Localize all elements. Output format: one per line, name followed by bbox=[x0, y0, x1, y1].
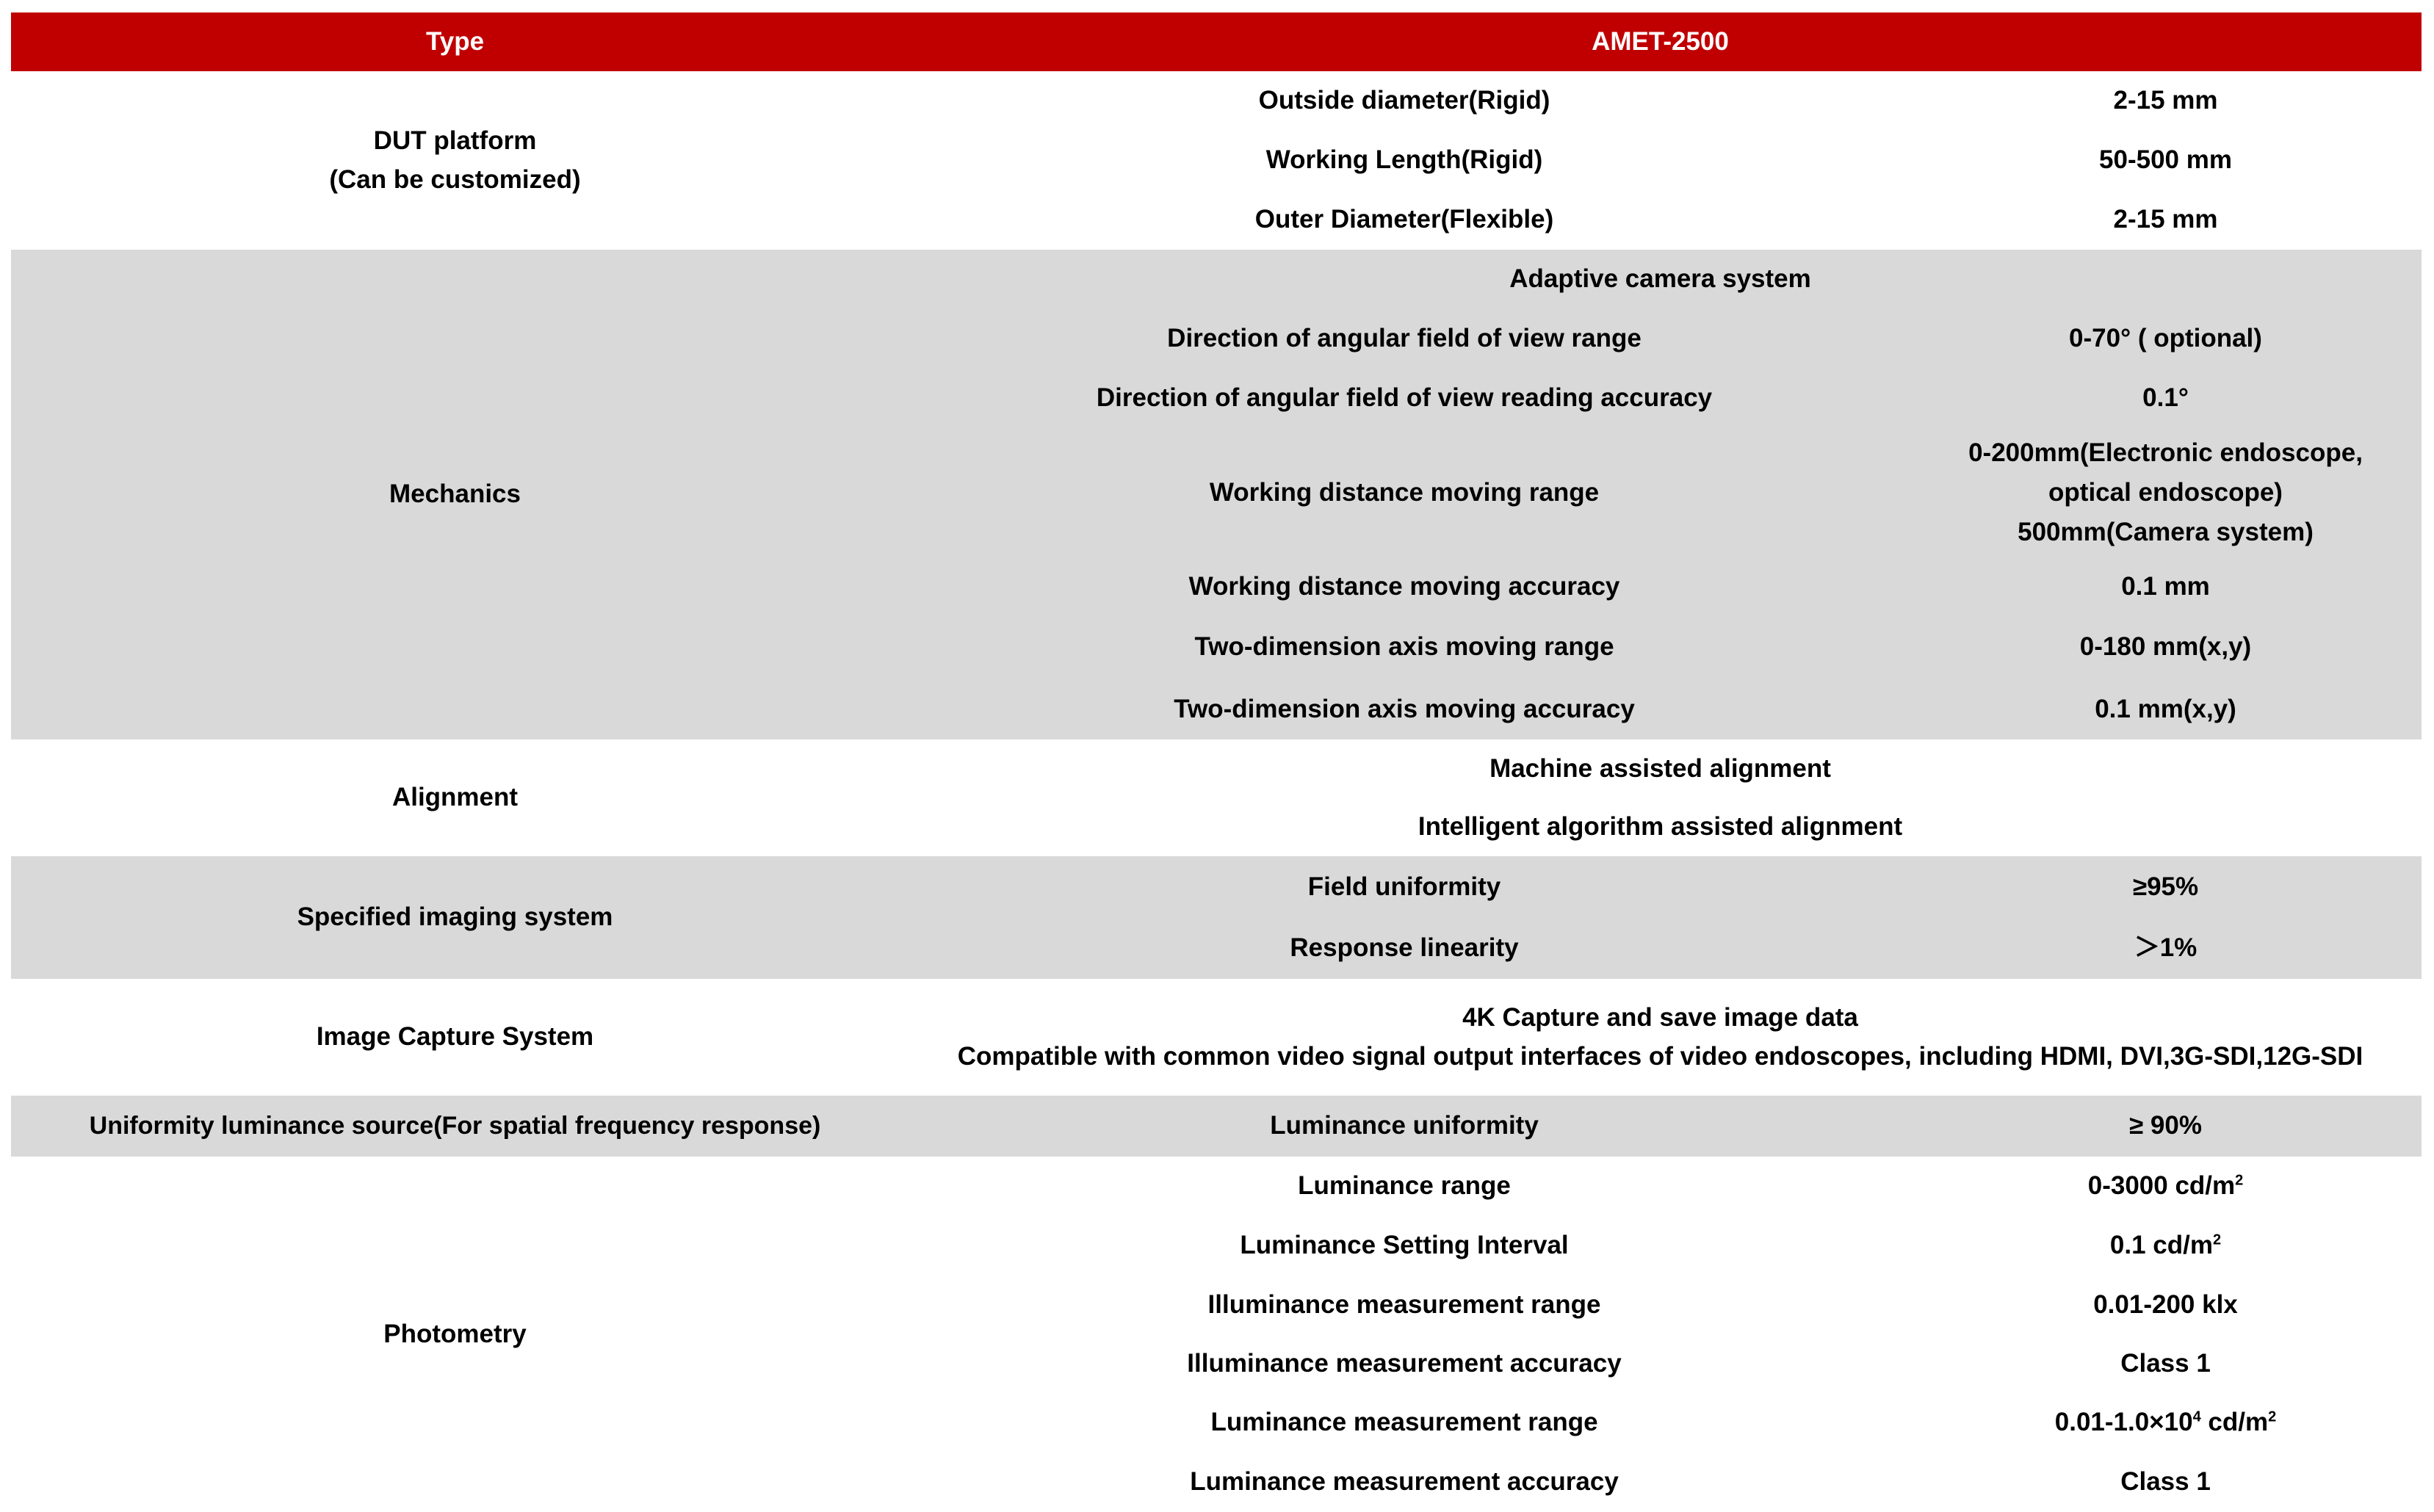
value: 0.1 mm bbox=[1910, 558, 2422, 615]
param: Working Length(Rigid) bbox=[1265, 145, 1543, 175]
param: Direction of angular field of view range bbox=[899, 308, 1910, 369]
table-row: Outer Diameter(Flexible) 2-15 mm bbox=[11, 190, 2422, 250]
table-row: DUT platform (Can be customized) Outside … bbox=[11, 71, 2422, 193]
photometry-label: Photometry bbox=[383, 1319, 527, 1348]
table-row: Illuminance measurement accuracy Class 1 bbox=[11, 1334, 2422, 1393]
table-row: Response linearity ＞1% bbox=[11, 918, 2422, 979]
mechanics-label: Mechanics bbox=[11, 250, 899, 739]
header-type: Type bbox=[11, 12, 899, 71]
uniformity-label: Uniformity luminance source(For spatial … bbox=[11, 1096, 899, 1157]
dut-label: DUT platform (Can be customized) bbox=[11, 71, 899, 250]
value: 0.1° bbox=[1910, 369, 2422, 427]
param: Working distance moving range bbox=[899, 427, 1910, 558]
table-row: Image Capture System 4K Capture and save… bbox=[11, 979, 2422, 1096]
value-text: 0.1 cd/m bbox=[2109, 1231, 2213, 1260]
table-row: Luminance Setting Interval 0.1 cd/m2 bbox=[11, 1216, 2422, 1276]
superscript: 2 bbox=[2212, 1231, 2222, 1248]
value: Class 1 bbox=[2120, 1467, 2211, 1497]
param: Luminance measurement accuracy bbox=[1190, 1467, 1619, 1497]
value: 0.1 cd/m2 bbox=[1910, 1216, 2422, 1276]
capture-line2: Compatible with common video signal outp… bbox=[957, 1041, 2363, 1071]
value: 0.1 mm(x,y) bbox=[1910, 679, 2422, 739]
adaptive-camera: Adaptive camera system bbox=[899, 250, 2422, 308]
superscript: 2 bbox=[2268, 1408, 2277, 1425]
param: Working distance moving accuracy bbox=[899, 558, 1910, 615]
value-line: 500mm(Camera system) bbox=[2018, 518, 2314, 547]
value: 0-3000 cd/m2 bbox=[1910, 1157, 2422, 1216]
value: 0.01-1.0×104 cd/m2 bbox=[1910, 1393, 2422, 1453]
header-row: Type AMET-2500 bbox=[11, 12, 2422, 71]
value: Class 1 bbox=[2120, 1348, 2211, 1378]
value: 50-500 mm bbox=[2099, 145, 2232, 175]
param: Two-dimension axis moving range bbox=[899, 615, 1910, 679]
param: Direction of angular field of view readi… bbox=[899, 369, 1910, 427]
param: Luminance range bbox=[1298, 1171, 1511, 1201]
value: 2-15 mm bbox=[2113, 86, 2218, 115]
table-row: Illuminance measurement range 0.01-200 k… bbox=[11, 1276, 2422, 1334]
param: Outer Diameter(Flexible) bbox=[1254, 205, 1554, 234]
imaging-label: Specified imaging system bbox=[11, 856, 899, 979]
param: Luminance Setting Interval bbox=[1240, 1231, 1569, 1260]
value-line: optical endoscope) bbox=[2048, 477, 2283, 507]
value: ＞1% bbox=[1910, 918, 2422, 979]
table-row: Two-dimension axis moving accuracy 0.1 m… bbox=[11, 679, 2422, 739]
param: Field uniformity bbox=[899, 856, 1910, 918]
table-row: Two-dimension axis moving range 0-180 mm… bbox=[11, 615, 2422, 679]
param: Luminance measurement range bbox=[1210, 1408, 1598, 1437]
table-row: Intelligent algorithm assisted alignment bbox=[11, 798, 2422, 856]
table-row: Luminance measurement accuracy Class 1 bbox=[11, 1453, 2422, 1512]
spec-table: Type AMET-2500 DUT platform (Can be custo… bbox=[11, 12, 2422, 1512]
alignment-label: Alignment bbox=[391, 783, 519, 812]
table-row: Direction of angular field of view range… bbox=[11, 308, 2422, 369]
table-row: Working distance moving accuracy 0.1 mm bbox=[11, 558, 2422, 615]
table-row: Alignment Machine assisted alignment bbox=[11, 739, 2422, 812]
alignment-item: Intelligent algorithm assisted alignment bbox=[1418, 812, 1903, 842]
value: 0.01-200 klx bbox=[2093, 1289, 2238, 1319]
param: Luminance uniformity bbox=[899, 1096, 1910, 1157]
value: 2-15 mm bbox=[2113, 205, 2218, 234]
table-row: Mechanics Adaptive camera system bbox=[11, 250, 2422, 739]
dut-label-line2: (Can be customized) bbox=[329, 164, 581, 194]
capture-label: Image Capture System bbox=[316, 1022, 594, 1052]
value: ≥95% bbox=[1910, 856, 2422, 918]
superscript: 2 bbox=[2235, 1172, 2244, 1189]
table-row: Direction of angular field of view readi… bbox=[11, 369, 2422, 427]
table-row: Working distance moving range 0-200mm(El… bbox=[11, 427, 2422, 558]
param: Response linearity bbox=[899, 918, 1910, 979]
value-text: 0.01-1.0×10 bbox=[2054, 1408, 2193, 1437]
superscript: 4 bbox=[2192, 1408, 2201, 1425]
value: 0-200mm(Electronic endoscope, optical end… bbox=[1910, 427, 2422, 558]
table-row: Luminance measurement range 0.01-1.0×104… bbox=[11, 1393, 2422, 1453]
table-row: Uniformity luminance source(For spatial … bbox=[11, 1096, 2422, 1157]
capture-line1: 4K Capture and save image data bbox=[1462, 1003, 1858, 1032]
param: Illuminance measurement range bbox=[1207, 1289, 1601, 1319]
header-model: AMET-2500 bbox=[899, 12, 2422, 71]
param: Outside diameter(Rigid) bbox=[1258, 86, 1550, 115]
value-text: 0-3000 cd/m bbox=[2087, 1171, 2236, 1201]
value-line: 0-200mm(Electronic endoscope, bbox=[1968, 438, 2363, 467]
capture-desc: 4K Capture and save image data Compatible… bbox=[899, 979, 2422, 1096]
table-row: Photometry Luminance range 0-3000 cd/m2 bbox=[11, 1157, 2422, 1348]
table-row: Working Length(Rigid) 50-500 mm bbox=[11, 131, 2422, 190]
alignment-item: Machine assisted alignment bbox=[1489, 753, 1831, 783]
value: 0-180 mm(x,y) bbox=[1910, 615, 2422, 679]
param: Illuminance measurement accuracy bbox=[1187, 1348, 1622, 1378]
table-row: Specified imaging system Field uniformit… bbox=[11, 856, 2422, 979]
value-text: cd/m bbox=[2200, 1408, 2269, 1437]
dut-label-line1: DUT platform bbox=[373, 126, 537, 155]
value: 0-70° ( optional) bbox=[1910, 308, 2422, 369]
param: Two-dimension axis moving accuracy bbox=[899, 679, 1910, 739]
value: ≥ 90% bbox=[1910, 1096, 2422, 1157]
